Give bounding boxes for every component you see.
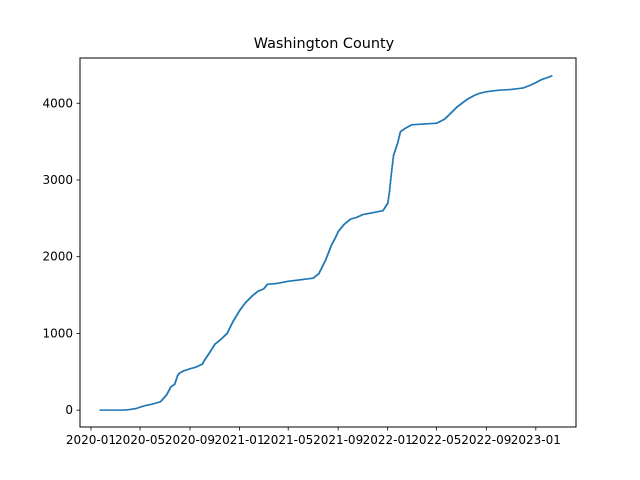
x-tick-label: 2022-05 xyxy=(411,433,461,447)
x-tick-label: 2021-05 xyxy=(263,433,313,447)
plot-frame xyxy=(79,57,577,428)
series-line-0 xyxy=(99,75,553,411)
x-tick-label: 2022-01 xyxy=(363,433,413,447)
y-tick-label: 3000 xyxy=(42,173,73,187)
y-tick-label: 4000 xyxy=(42,96,73,110)
y-tick-label: 1000 xyxy=(42,326,73,340)
chart-title: Washington County xyxy=(254,36,395,52)
y-axis: 0 1000 2000 3000 4000 xyxy=(42,96,80,417)
x-tick-label: 2020-05 xyxy=(115,433,165,447)
y-tick-label: 2000 xyxy=(42,250,73,264)
x-tick-label: 2020-09 xyxy=(165,433,215,447)
x-tick-label: 2023-01 xyxy=(511,433,561,447)
x-tick-label: 2021-01 xyxy=(214,433,264,447)
x-tick-label: 2022-09 xyxy=(461,433,511,447)
x-tick-label: 2021-09 xyxy=(313,433,363,447)
plot-line-layer xyxy=(99,75,553,411)
y-tick-label: 0 xyxy=(65,403,73,417)
x-tick-label: 2020-01 xyxy=(66,433,116,447)
